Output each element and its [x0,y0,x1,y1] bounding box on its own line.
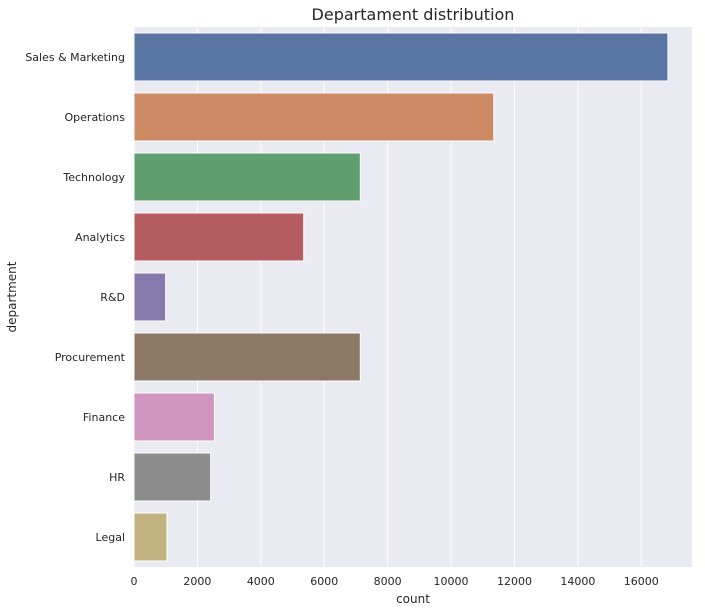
bar [133,152,361,202]
bars [133,32,669,562]
x-tick-label: 10000 [434,575,469,588]
bar [133,392,215,442]
x-tick-label: 6000 [310,575,338,588]
y-tick-label: Operations [65,111,126,124]
chart-title: Departament distribution [312,5,515,24]
bar [133,452,212,502]
y-tick-label: Finance [83,411,125,424]
x-tick-label: 14000 [560,575,595,588]
y-axis-label: department [5,261,19,332]
y-tick-labels: Sales & Marketing Operations Technology Ana… [25,51,125,544]
y-tick-label: R&D [100,291,125,304]
bar [133,32,669,82]
bar [133,272,167,322]
x-tick-label: 16000 [624,575,659,588]
bar [133,512,168,562]
y-tick-label: Technology [62,171,125,184]
x-tick-label: 0 [131,575,138,588]
y-tick-label: Analytics [75,231,125,244]
bar [133,332,361,382]
bar [133,212,305,262]
x-tick-label: 12000 [497,575,532,588]
y-tick-label: Procurement [55,351,126,364]
y-tick-label: Sales & Marketing [25,51,125,64]
bar [133,92,495,142]
y-tick-label: Legal [96,531,125,544]
x-tick-labels: 0 2000 4000 6000 8000 10000 12000 14000 16000 [131,575,659,588]
x-axis-label: count [396,592,430,606]
x-tick-label: 2000 [183,575,211,588]
x-tick-label: 4000 [247,575,275,588]
x-tick-label: 8000 [374,575,402,588]
y-tick-label: HR [109,471,125,484]
